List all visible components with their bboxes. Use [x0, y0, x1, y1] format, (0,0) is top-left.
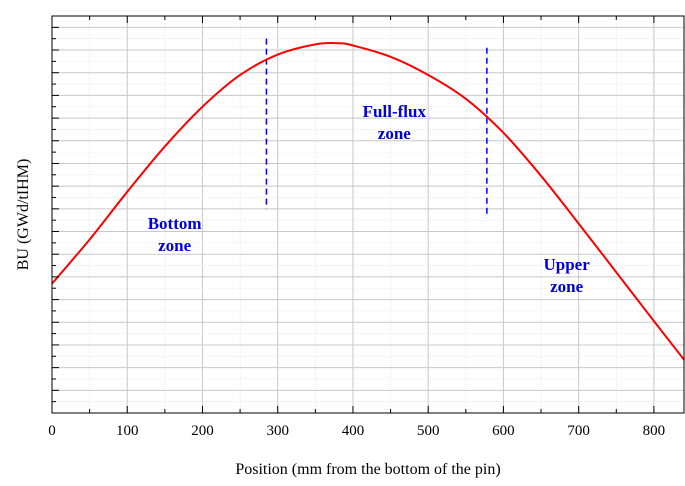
zone-annotation: Bottom zone [148, 214, 202, 255]
zone-annotations: Bottom zone Full-flux zone Upper zone [148, 102, 590, 296]
x-tick-label: 400 [342, 423, 365, 439]
x-tick-label: 800 [643, 423, 666, 439]
zone-annotation-line: zone [550, 277, 584, 296]
x-axis-title: Position (mm from the bottom of the pin) [235, 461, 500, 478]
y-axis-title: BU (GWd/tIHM) [15, 159, 32, 271]
series-layer [51, 42, 685, 361]
x-tick-label: 0 [48, 423, 56, 439]
zone-annotation-line: Upper [543, 255, 590, 274]
burnup-series-line [51, 42, 685, 361]
axis-ticks [51, 16, 655, 414]
zone-annotation-line: Full-flux [363, 102, 427, 121]
zone-annotation-line: Bottom [148, 214, 202, 233]
zone-annotation-line: zone [378, 124, 412, 143]
zone-annotation: Full-flux zone [363, 102, 427, 143]
x-tick-label: 500 [417, 423, 440, 439]
zone-annotation-line: zone [158, 236, 192, 255]
plot-frame [51, 15, 685, 414]
x-tick-label: 700 [567, 423, 590, 439]
tick-labels: 0 100 200 300 400 500 600 700 800 [48, 423, 665, 439]
x-tick-label: 200 [191, 423, 214, 439]
zone-annotation: Upper zone [543, 255, 590, 296]
zone-boundaries [265, 38, 488, 218]
grid [52, 16, 684, 413]
x-tick-label: 300 [266, 423, 289, 439]
x-tick-label: 100 [116, 423, 139, 439]
x-tick-label: 600 [492, 423, 515, 439]
